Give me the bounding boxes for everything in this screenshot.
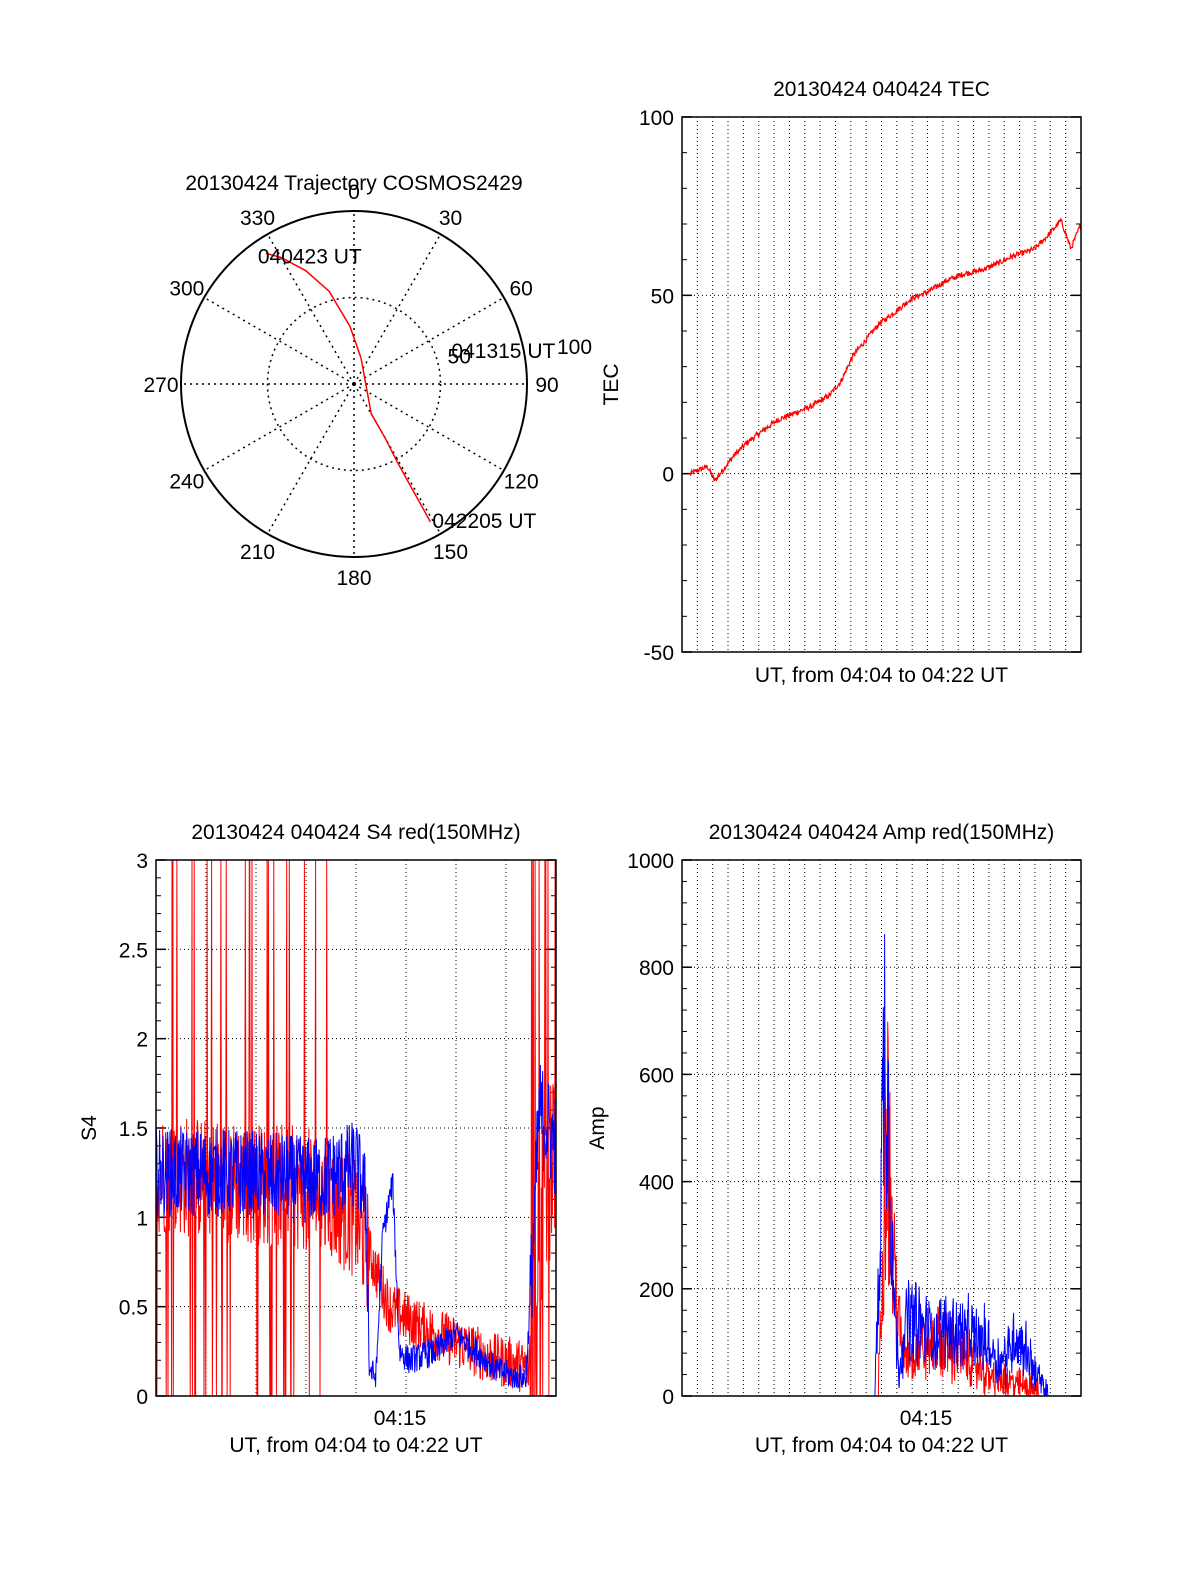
polar-angle-label: 60: [509, 278, 532, 301]
polar-time-annotation: 041315 UT: [451, 340, 555, 363]
polar-angle-label: 180: [336, 567, 371, 590]
polar-spoke: [266, 383, 355, 535]
polar-angle-label: 210: [240, 541, 275, 564]
s4-title: 20130424 040424 S4 red(150MHz): [191, 821, 520, 844]
polar-outer-circle: [180, 210, 528, 558]
s4-ytick-label: 3: [136, 850, 148, 873]
amp-plot-frame: [681, 859, 1082, 1397]
tec-ytick-label: 0: [662, 464, 674, 487]
tec-ytick-label: -50: [644, 642, 674, 665]
polar-angle-label: 150: [433, 541, 468, 564]
polar-radial-label: 50: [448, 346, 471, 369]
amp-ytick-label: 0: [662, 1386, 674, 1409]
tec-ytick-label: 50: [651, 285, 674, 308]
tec-title: 20130424 040424 TEC: [773, 78, 990, 101]
polar-angle-label: 90: [535, 374, 558, 397]
polar-trajectory-line: [265, 252, 432, 523]
amp-ytick-label: 400: [639, 1172, 674, 1195]
polar-spoke: [203, 296, 355, 385]
polar-radial-label: 100: [557, 336, 592, 359]
polar-time-annotation: 040423 UT: [258, 245, 362, 268]
polar-inner-circle: [266, 296, 442, 472]
polar-spoke: [266, 233, 355, 385]
polar-time-annotation: 042205 UT: [432, 510, 536, 533]
amp-ytick-label: 200: [639, 1279, 674, 1302]
s4-ytick-label: 0.5: [119, 1297, 148, 1320]
polar-angle-label: 270: [143, 374, 178, 397]
polar-spoke: [353, 383, 505, 472]
s4-xlabel: UT, from 04:04 to 04:22 UT: [229, 1434, 482, 1457]
amp-title: 20130424 040424 Amp red(150MHz): [709, 821, 1055, 844]
polar-spoke: [353, 296, 505, 385]
polar-spoke: [353, 233, 442, 385]
amp-ytick-label: 800: [639, 957, 674, 980]
polar-angle-label: 120: [504, 471, 539, 494]
s4-ytick-label: 2: [136, 1029, 148, 1052]
tec-plot-frame: [681, 116, 1082, 653]
polar-spoke: [353, 383, 442, 535]
polar-angle-label: 240: [169, 471, 204, 494]
s4-series-blue: [155, 1064, 557, 1390]
s4-ytick-label: 2.5: [119, 939, 148, 962]
tec-xlabel: UT, from 04:04 to 04:22 UT: [755, 664, 1008, 687]
s4-ytick-label: 1.5: [119, 1118, 148, 1141]
amp-ytick-label: 600: [639, 1064, 674, 1087]
polar-spoke: [203, 383, 355, 472]
s4-ytick-label: 1: [136, 1207, 148, 1230]
polar-angle-label: 330: [240, 207, 275, 230]
polar-angle-label: 30: [439, 207, 462, 230]
amp-xtick-label: 04:15: [900, 1407, 953, 1430]
s4-ytick-label: 0: [136, 1386, 148, 1409]
tec-series-line: [689, 217, 1082, 482]
tec-ylabel: TEC: [600, 364, 623, 406]
amp-xlabel: UT, from 04:04 to 04:22 UT: [755, 1434, 1008, 1457]
polar-angle-label: 0: [348, 181, 360, 204]
polar-angle-label: 300: [169, 278, 204, 301]
polar-title: 20130424 Trajectory COSMOS2429: [185, 172, 522, 195]
amp-ylabel: Amp: [586, 1106, 609, 1149]
amp-ytick-label: 1000: [627, 850, 674, 873]
tec-ytick-label: 100: [639, 107, 674, 130]
s4-plot-frame: [155, 859, 557, 1397]
s4-ylabel: S4: [78, 1115, 101, 1141]
s4-xtick-label: 04:15: [374, 1407, 427, 1430]
